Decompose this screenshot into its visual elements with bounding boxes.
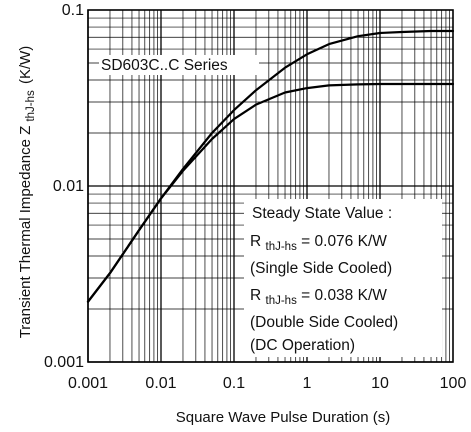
y-axis-label-unit: (K/W) <box>17 46 34 84</box>
plot-frame <box>87 9 454 363</box>
annotation-box <box>244 199 442 357</box>
x-tick-label: 1 <box>303 375 312 392</box>
x-tick-labels: 0.001 0.01 0.1 1 10 100 <box>68 375 466 392</box>
x-tick-label: 10 <box>371 375 389 392</box>
annotation-r1-symbol: R <box>250 233 261 250</box>
annotation-r1-sub: thJ-hs <box>266 241 298 253</box>
x-tick-label: 0.001 <box>68 375 108 392</box>
annotation-r1-value: = 0.076 K/W <box>301 233 387 250</box>
y-axis-label-main: Transient Thermal Impedance Z <box>17 126 34 339</box>
annotation-r2-sub: thJ-hs <box>266 295 298 307</box>
y-axis-label-sub: thJ-hs <box>25 90 37 122</box>
series-label-box <box>99 55 259 75</box>
annotation-r2-value: = 0.038 K/W <box>301 287 387 304</box>
annotation-r1-note: (Single Side Cooled) <box>250 260 392 277</box>
x-tick-label: 0.01 <box>145 375 176 392</box>
y-tick-label: 0.1 <box>62 2 84 19</box>
annotation-title: Steady State Value : <box>252 205 392 222</box>
annotation-r2-note: (Double Side Cooled) <box>250 314 398 331</box>
y-tick-label: 0.001 <box>44 354 84 371</box>
y-axis-label: Transient Thermal Impedance Z thJ-hs (K/… <box>17 46 38 339</box>
annotation-r1: R thJ-hs = 0.076 K/W <box>250 233 387 254</box>
y-tick-labels: 0.001 0.01 0.1 <box>44 2 84 371</box>
curves <box>86 29 455 303</box>
x-tick-label: 0.1 <box>223 375 245 392</box>
annotation-r2-note2: (DC Operation) <box>250 337 355 354</box>
x-tick-label: 100 <box>440 375 467 392</box>
y-tick-label: 0.01 <box>53 178 84 195</box>
series-line-double-side <box>86 82 455 303</box>
annotation-r2: R thJ-hs = 0.038 K/W <box>250 287 387 308</box>
annotation-r2-symbol: R <box>250 287 261 304</box>
series-label: SD603C..C Series <box>101 57 228 74</box>
x-axis-label: Square Wave Pulse Duration (s) <box>176 409 391 426</box>
